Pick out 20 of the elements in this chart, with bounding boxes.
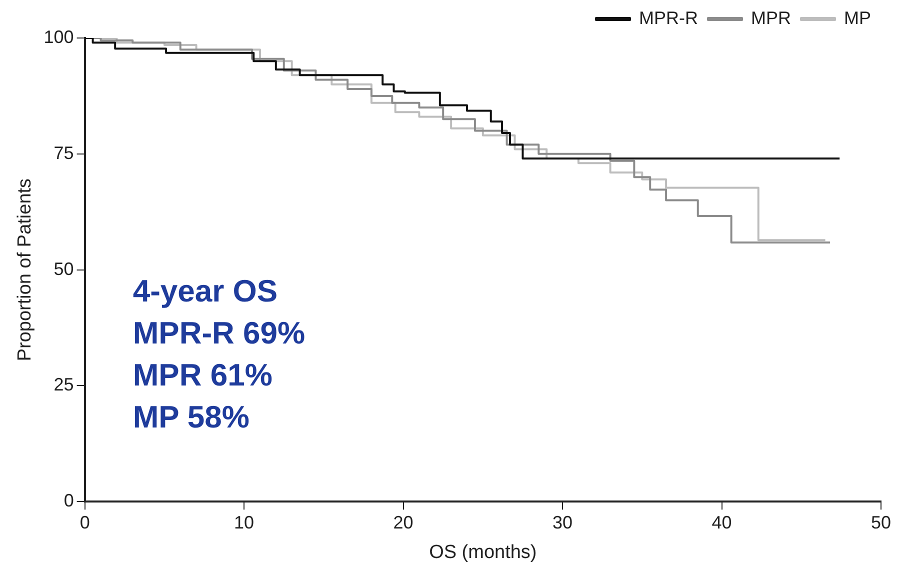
x-tick-label: 10 bbox=[234, 512, 254, 532]
annotation: MP 58% bbox=[132, 400, 250, 435]
legend-label: MP bbox=[844, 8, 871, 28]
y-tick-label: 25 bbox=[54, 374, 74, 395]
y-tick-label: 50 bbox=[54, 258, 74, 279]
y-tick-label: 0 bbox=[64, 490, 74, 511]
annotation: MPR 61% bbox=[132, 358, 272, 393]
x-axis-title: OS (months) bbox=[429, 542, 537, 563]
legend-label: MPR bbox=[751, 8, 791, 28]
x-tick-label: 30 bbox=[552, 512, 573, 532]
x-tick-label: 20 bbox=[393, 512, 414, 532]
annotation: 4-year OS bbox=[132, 274, 278, 309]
annotation: MPR-R 69% bbox=[132, 316, 306, 351]
y-axis-title: Proportion of Patients bbox=[14, 178, 36, 362]
legend-label: MPR-R bbox=[639, 8, 698, 28]
y-tick-label: 100 bbox=[44, 26, 74, 47]
y-tick-label: 75 bbox=[54, 142, 74, 163]
x-tick-label: 0 bbox=[80, 512, 90, 532]
x-tick-label: 50 bbox=[870, 512, 892, 532]
x-tick-label: 40 bbox=[712, 512, 732, 532]
